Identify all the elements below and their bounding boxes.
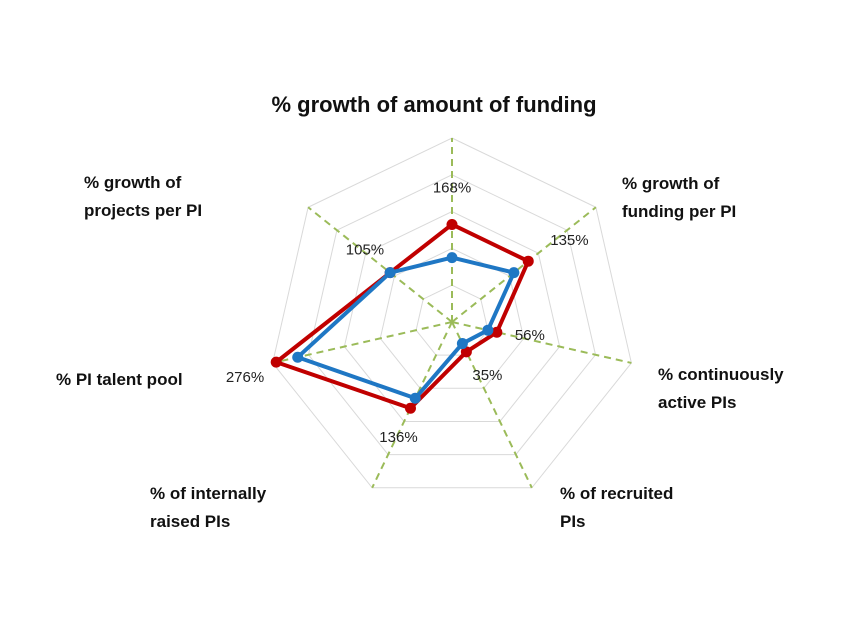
axis-label: % growth of projects per PI — [84, 173, 202, 220]
series-point — [446, 252, 458, 264]
series-point — [491, 326, 503, 338]
series-line — [295, 255, 516, 401]
grid-ring — [307, 174, 597, 456]
value-label: 276% — [226, 369, 264, 386]
axis-spoke — [307, 206, 453, 323]
series-point — [292, 351, 304, 363]
radar-grid — [272, 137, 632, 489]
value-label: 35% — [472, 367, 502, 384]
series-point — [508, 267, 520, 279]
axis-label-line: % PI talent pool — [56, 370, 183, 389]
axis-label: % of internally raised PIs — [150, 484, 267, 531]
series-point — [522, 255, 534, 267]
axis-spoke — [451, 321, 632, 364]
series-point — [409, 392, 421, 404]
grid-ring — [379, 247, 525, 389]
axis-label-line: % continuously — [658, 365, 784, 384]
axis-label-line: PIs — [560, 512, 586, 531]
axis-label: % PI talent pool — [56, 370, 183, 389]
axis-label-line: active PIs — [658, 393, 736, 412]
chart-title: % growth of amount of funding — [271, 92, 596, 117]
series-point — [456, 338, 468, 350]
value-label: 135% — [550, 232, 588, 249]
axis-label-line: funding per PI — [622, 202, 736, 221]
series-point — [460, 346, 472, 358]
axis-spoke — [451, 206, 597, 323]
axis-label: % continuously active PIs — [658, 365, 784, 412]
value-label: 56% — [515, 327, 545, 344]
series-point — [446, 218, 458, 230]
value-labels: 168% 135% 56% 35% 136% 276% 105% — [226, 179, 589, 446]
series-point — [270, 356, 282, 368]
axis-label: % of recruited PIs — [560, 484, 673, 531]
axis-labels: % growth of projects per PI % PI talent po… — [56, 173, 784, 531]
series-point — [482, 324, 494, 336]
axis-label-line: % growth of — [622, 174, 720, 193]
axis-label-line: % of internally — [150, 484, 267, 503]
value-label: 105% — [346, 242, 384, 259]
axis-spoke — [272, 321, 453, 364]
value-label: 136% — [379, 429, 417, 446]
axis-label-line: projects per PI — [84, 201, 202, 220]
axis-spoke — [371, 321, 453, 489]
value-label: 168% — [433, 179, 471, 196]
axis-label-line: % of recruited — [560, 484, 673, 503]
series-point — [404, 402, 416, 414]
grid-ring — [343, 211, 561, 422]
axis-label-line: raised PIs — [150, 512, 230, 531]
radar-series — [270, 218, 534, 414]
axis-label: % growth of funding per PI — [622, 174, 736, 221]
axis-label-line: % growth of — [84, 173, 182, 192]
grid-ring — [272, 137, 632, 489]
series-point — [384, 267, 396, 279]
